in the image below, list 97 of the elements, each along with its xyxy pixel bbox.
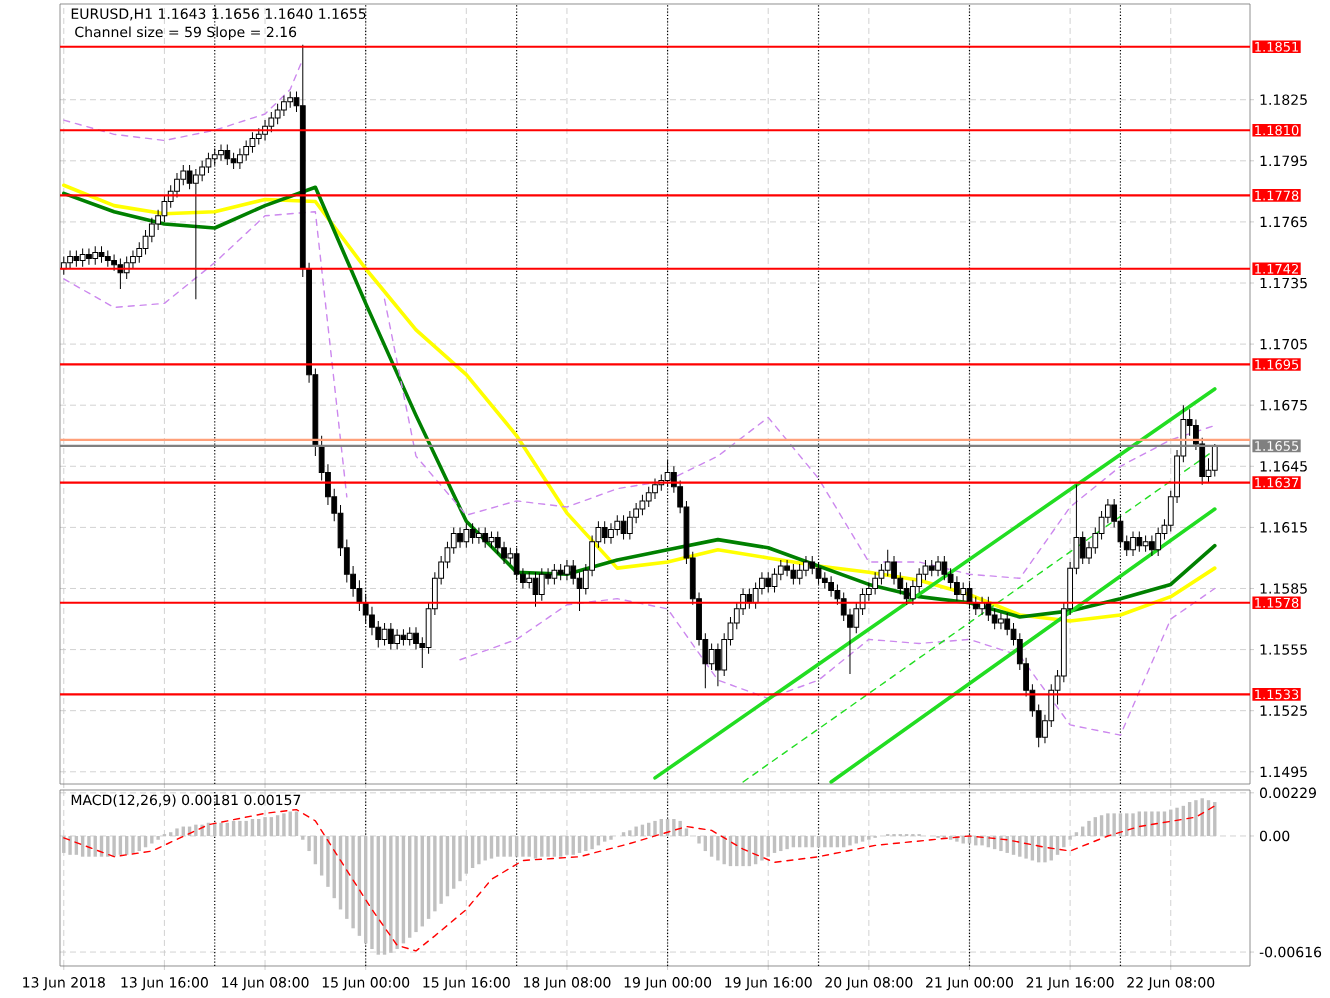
candlestick (576, 571, 583, 612)
line-series (63, 58, 304, 142)
candlestick (111, 254, 117, 272)
candlestick (243, 139, 250, 162)
line-series (63, 805, 1216, 952)
candlestick (954, 575, 960, 602)
candlestick (86, 247, 92, 266)
candlestick (960, 581, 967, 602)
candlestick (1149, 535, 1155, 557)
candlestick (765, 571, 772, 594)
candlestick (941, 555, 948, 581)
candlestick (652, 478, 658, 500)
candlestick (1155, 526, 1162, 557)
candlestick (224, 144, 231, 166)
candlestick (67, 249, 73, 270)
candlestick (104, 249, 111, 268)
candlestick (381, 622, 388, 647)
candlestick (281, 95, 287, 117)
line-series (63, 211, 348, 498)
candlestick (192, 168, 199, 300)
candlestick (218, 144, 224, 162)
candlestick (130, 249, 136, 270)
candlestick (570, 559, 577, 585)
candlestick (916, 567, 923, 594)
candlestick (909, 579, 916, 606)
candlestick (482, 526, 489, 549)
candlestick (413, 626, 419, 651)
candlestick (821, 571, 828, 589)
candlestick (494, 530, 501, 555)
candlestick (639, 494, 646, 516)
candlestick (1142, 535, 1149, 553)
candlestick (884, 549, 891, 577)
candlestick (947, 567, 954, 589)
candlestick (891, 555, 897, 585)
candlestick (457, 526, 463, 549)
candlestick (1098, 510, 1105, 541)
candlestick (614, 514, 621, 537)
candlestick (928, 559, 935, 577)
candlestick (790, 563, 797, 585)
candlestick (400, 628, 407, 647)
candlestick (564, 559, 570, 581)
line-series (383, 298, 1216, 579)
candlestick (274, 103, 281, 125)
candlestick (92, 245, 99, 266)
candlestick (777, 559, 784, 581)
candlestick (79, 247, 86, 268)
candlestick (463, 522, 470, 549)
candlestick (620, 514, 627, 541)
candlestick (174, 172, 180, 198)
candlestick (142, 229, 149, 255)
candlestick (1086, 541, 1092, 565)
candlestick (608, 522, 614, 545)
candlestick (1130, 530, 1136, 557)
line-series (459, 587, 1216, 736)
candlestick (450, 526, 457, 555)
candlestick (557, 563, 564, 581)
candlestick (601, 520, 608, 545)
candlestick (501, 541, 507, 565)
candlestick (922, 559, 929, 581)
candlestick (394, 628, 401, 651)
candlestick (796, 563, 803, 585)
candlestick (199, 160, 206, 182)
candlestick (1004, 612, 1011, 636)
candlestick (759, 571, 765, 596)
candlestick (387, 622, 394, 651)
candlestick (551, 563, 558, 585)
candlestick (626, 510, 633, 541)
candlestick (375, 620, 382, 649)
candlestick (237, 148, 243, 170)
candlestick (148, 217, 155, 243)
candlestick (878, 563, 885, 585)
candlestick (73, 249, 80, 268)
candlestick (991, 608, 998, 630)
candlestick (784, 559, 790, 577)
candlestick (136, 241, 143, 264)
candlestick (645, 486, 652, 508)
candlestick (406, 626, 413, 647)
candlestick (476, 526, 482, 545)
candlestick (287, 91, 294, 109)
candlestick (935, 555, 941, 577)
candlestick (872, 571, 879, 596)
candlestick (809, 555, 816, 575)
candlestick (803, 555, 809, 577)
candlestick (230, 152, 237, 170)
candlestick (865, 581, 872, 602)
candlestick (469, 522, 476, 545)
candlestick (828, 575, 835, 598)
candlestick (180, 164, 187, 186)
candlestick (708, 642, 715, 671)
candlestick (998, 612, 1004, 630)
candlestick (538, 567, 545, 602)
candlestick (1136, 530, 1143, 553)
candlestick (488, 530, 495, 549)
candlestick (155, 209, 162, 231)
candlestick (715, 642, 721, 687)
candlestick (249, 131, 256, 154)
candlestick (526, 571, 533, 589)
